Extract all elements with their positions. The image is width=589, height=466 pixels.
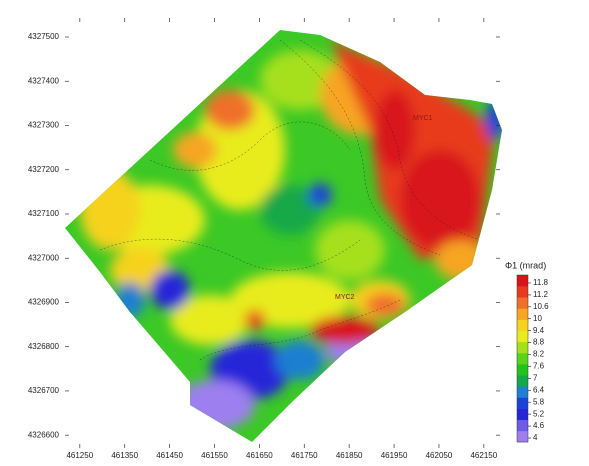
colorbar-band	[517, 352, 528, 365]
y-tick-label: 4326700	[28, 386, 60, 395]
colorbar-band	[517, 286, 528, 298]
colorbar-band	[517, 386, 528, 398]
colorbar-tick-label: 5.2	[533, 409, 545, 418]
colorbar-band	[517, 375, 528, 387]
colorbar-band	[517, 408, 528, 421]
colorbar-tick-label: 8.8	[533, 338, 545, 347]
colorbar-tick-label: 6.4	[533, 385, 545, 394]
colorbar-tick-label: 11.2	[533, 290, 549, 299]
colorbar-band	[517, 364, 528, 376]
y-tick-label: 4326800	[28, 342, 60, 351]
y-tick-label: 4327100	[28, 209, 60, 218]
colorbar-band	[517, 341, 528, 354]
colorbar-band	[517, 275, 528, 287]
x-tick-label: 461450	[156, 451, 183, 460]
y-tick-label: 4327000	[28, 253, 60, 262]
y-tick-label: 4327300	[28, 121, 60, 130]
colorbar-tick-label: 4	[533, 433, 538, 442]
y-tick-label: 4327200	[28, 165, 60, 174]
colorbar-band	[517, 308, 528, 320]
colorbar-tick-label: 8.2	[533, 350, 545, 359]
colorbar-title: Φ1 (mrad)	[505, 260, 546, 270]
x-tick-label: 461750	[291, 451, 318, 460]
colorbar-band	[517, 297, 528, 309]
colorbar-band	[517, 419, 528, 432]
x-tick-label: 461550	[201, 451, 228, 460]
y-tick-label: 4326600	[28, 430, 60, 439]
x-tick-label: 461250	[66, 451, 93, 460]
colorbar-frame	[516, 274, 529, 443]
colorbar-band	[517, 330, 528, 343]
colorbar-band	[517, 319, 528, 331]
x-tick-label: 461850	[336, 451, 363, 460]
colorbar-band	[517, 397, 528, 409]
y-tick-label: 4326900	[28, 298, 60, 307]
colorbar-tick-label: 10	[533, 314, 542, 323]
x-tick-label: 461950	[381, 451, 408, 460]
x-tick-label: 462050	[426, 451, 453, 460]
colorbar-tick-label: 7.6	[533, 362, 545, 371]
y-tick-label: 4327500	[28, 32, 60, 41]
colorbar-band	[517, 430, 528, 443]
colorbar-tick-label: 4.6	[533, 421, 545, 430]
colorbar-tick-label: 10.6	[533, 302, 549, 311]
colorbar-tick-label: 11.8	[533, 278, 549, 287]
annotation: MYC2	[335, 294, 355, 301]
colorbar-tick-label: 7	[533, 373, 538, 382]
contour-field	[65, 30, 502, 442]
colorbar-tick-label: 9.4	[533, 326, 545, 335]
annotation: MYC1	[413, 115, 433, 122]
y-tick-label: 4327400	[28, 76, 60, 85]
colorbar-tick-label: 5.8	[533, 397, 545, 406]
x-tick-label: 461350	[111, 451, 138, 460]
x-tick-label: 461650	[246, 451, 273, 460]
x-tick-label: 462150	[470, 451, 497, 460]
